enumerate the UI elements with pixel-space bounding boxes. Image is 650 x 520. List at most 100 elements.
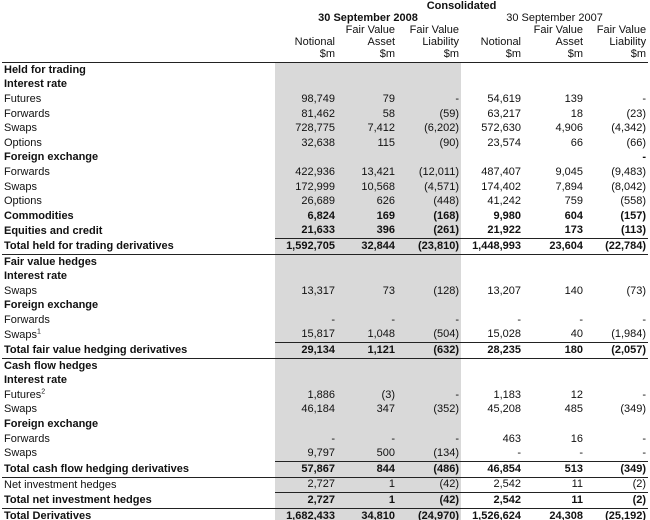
value-cell: 2,727 [275, 492, 337, 509]
row-label-text: Total held for trading derivatives [4, 239, 174, 252]
value-cell [275, 254, 337, 270]
value-cell: (2) [632, 478, 647, 491]
row-label: Interest rate [2, 373, 275, 388]
table-row: Swaps 13,317 73 (128) 13,207 140 (73) [2, 283, 648, 299]
row-label-text: Net investment hedges [4, 478, 117, 491]
value-cell: 485 [564, 403, 583, 416]
value-cell: 169 [337, 208, 397, 224]
table-row: Total cash flow hedging derivatives 57,86… [2, 461, 649, 478]
value-cell: (168) [397, 208, 461, 224]
table-row: Swaps 46,184 347 (352) 45,208 485 (349) [2, 402, 648, 418]
row-label: Equities and credit [2, 224, 275, 239]
column-header: Fair Value Liability $m [585, 24, 649, 63]
column-header: Notional $m [461, 24, 523, 63]
value-cell [275, 62, 337, 78]
value-cell: 2,542 [461, 492, 523, 509]
value-cell: (448) [397, 194, 461, 209]
value-cell: - [642, 447, 647, 460]
row-label: Total fair value hedging derivatives [2, 342, 275, 359]
table-row: Commodities 6,824 169 (168) 9,980 604 (157) [2, 208, 648, 224]
row-label-text: Forwards [4, 165, 50, 178]
value-cell: 626 [337, 194, 397, 209]
value-cell: 115 [337, 135, 397, 151]
value-cell: (558) [620, 195, 647, 208]
table-row: Forwards 81,462 58 (59) 63,217 18 (23) [2, 106, 648, 122]
value-cell: 40 [570, 328, 583, 341]
value-cell [461, 373, 523, 388]
value-cell: 1,121 [337, 342, 397, 359]
value-cell [397, 269, 461, 284]
value-cell [337, 254, 397, 270]
value-cell [397, 358, 461, 374]
value-cell [523, 151, 585, 166]
value-cell: (349) [585, 461, 649, 478]
column-header-line: $m [630, 48, 647, 60]
value-cell: 66 [570, 136, 583, 149]
spacer [2, 24, 275, 63]
period: 30 September 2008 [318, 12, 418, 24]
value-cell: 15,028 [487, 328, 521, 341]
row-label: Futures [2, 92, 275, 107]
value-cell: (24,970) [397, 507, 461, 520]
row-label-text: Equities and credit [4, 224, 103, 237]
value-cell: 32,638 [275, 135, 337, 151]
value-cell: (134) [397, 446, 461, 462]
row-label: Fair value hedges [2, 254, 275, 269]
table-row: Futures 98,749 79-54,619 139- [2, 92, 648, 107]
value-cell: 15,817 [275, 327, 337, 343]
row-label-text: Interest rate [4, 374, 67, 387]
value-cell: - [642, 92, 647, 105]
row-label-text: Forwards [4, 107, 50, 120]
value-cell [461, 358, 523, 373]
row-label-text: Interest rate [4, 270, 67, 283]
row-label: Options [2, 194, 275, 209]
value-cell: (1,984) [611, 328, 647, 341]
value-cell: 54,619 [487, 92, 521, 105]
value-cell [337, 269, 397, 284]
value-cell: 7,412 [337, 121, 397, 136]
value-cell: 13,421 [337, 165, 397, 180]
value-cell: - [275, 313, 337, 328]
value-cell: (4,342) [611, 122, 647, 135]
value-cell [461, 254, 523, 269]
value-cell: 1,526,624 [461, 507, 523, 520]
value-cell [461, 63, 523, 78]
row-label: Swaps [2, 446, 275, 461]
value-cell [275, 150, 337, 166]
value-cell: - [337, 431, 397, 447]
value-cell: 23,604 [523, 238, 585, 255]
table-row: Total Derivatives 1,682,433 34,810 (24,970)… [2, 507, 649, 520]
value-cell [523, 269, 585, 284]
value-cell [523, 358, 585, 373]
table-row: Options 32,638 115 (90) 23,574 66 (66) [2, 135, 648, 151]
value-cell [337, 77, 397, 93]
value-cell [337, 62, 397, 78]
value-cell: 1,682,433 [275, 507, 337, 520]
table-row: Options 26,689 626 (448) 41,242 759 (558) [2, 194, 648, 209]
value-cell: (90) [397, 135, 461, 151]
value-cell [585, 63, 648, 78]
table-row: Swaps 728,775 7,412 (6,202) 572,630 4,906 (4,3… [2, 121, 648, 136]
value-cell: 463 [502, 432, 521, 445]
value-cell [461, 78, 523, 93]
column-header: Fair Value Asset $m [523, 24, 585, 63]
column-header-line: Liability [609, 36, 647, 48]
value-cell [585, 358, 648, 373]
value-cell: 844 [337, 461, 397, 478]
value-cell [523, 417, 585, 432]
row-label: Commodities [2, 209, 275, 224]
spacer [2, 12, 275, 24]
column-header-line: Fair Value [533, 24, 583, 36]
value-cell [275, 77, 337, 93]
row-label: Foreign exchange [2, 417, 275, 432]
value-cell: (59) [397, 106, 461, 122]
value-cell: 11 [571, 478, 583, 491]
value-cell: 140 [564, 284, 583, 297]
value-cell: (8,042) [611, 180, 647, 193]
value-cell: - [642, 388, 647, 401]
row-label: Total held for trading derivatives [2, 238, 275, 255]
value-cell: 487,407 [481, 165, 521, 178]
row-label-text: Interest rate [4, 78, 67, 91]
value-cell: 513 [523, 461, 585, 478]
